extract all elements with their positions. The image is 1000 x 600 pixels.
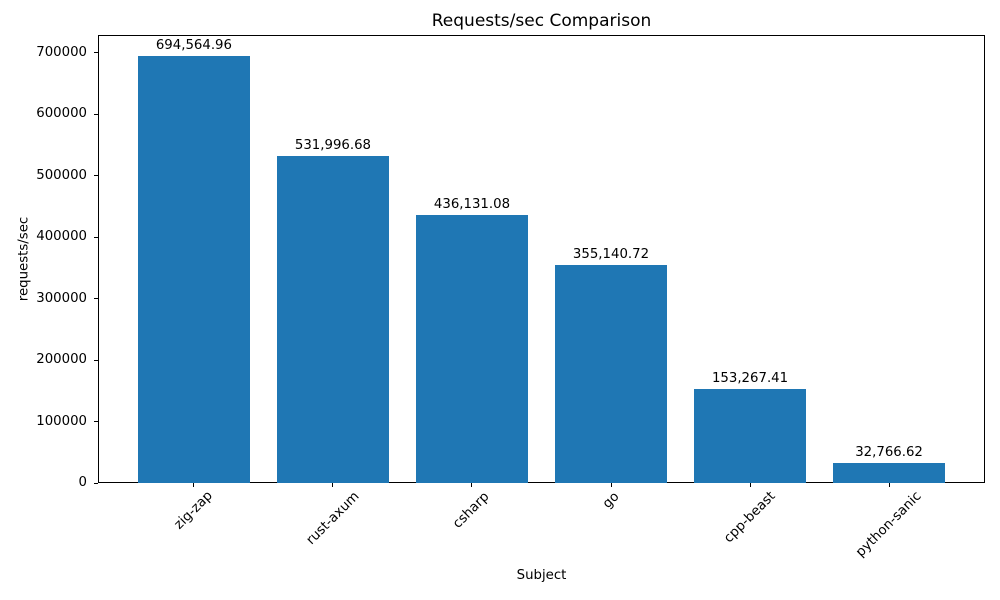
x-tick-label-csharp: csharp	[450, 489, 493, 532]
x-tick-label-python-sanic: python-sanic	[853, 489, 925, 561]
bar-csharp	[416, 215, 528, 483]
bar-zig-zap	[138, 56, 250, 483]
y-tick-mark	[94, 52, 98, 54]
bar-value-label: 32,766.62	[855, 444, 923, 460]
bar-python-sanic	[833, 462, 945, 483]
y-tick-mark	[94, 359, 98, 361]
y-tick-label: 600000	[36, 106, 87, 122]
bar-cpp-beast	[694, 388, 806, 483]
x-tick-mark	[610, 483, 612, 487]
bar-value-label: 531,996.68	[294, 138, 372, 154]
y-tick-label: 700000	[36, 44, 87, 60]
y-tick-mark	[94, 298, 98, 300]
y-tick-label: 200000	[36, 352, 87, 368]
x-tick-mark	[471, 483, 473, 487]
bar-value-label: 355,140.72	[572, 246, 650, 262]
x-tick-mark	[332, 483, 334, 487]
bar-value-label: 694,564.96	[155, 38, 232, 54]
y-tick-mark	[94, 113, 98, 115]
y-tick-label: 100000	[36, 413, 87, 429]
bar-rust-axum	[277, 156, 389, 483]
x-tick-label-zig-zap: zig-zap	[172, 488, 217, 533]
chart-title: Requests/sec Comparison	[431, 11, 652, 31]
y-tick-mark	[94, 482, 98, 484]
y-tick-mark	[94, 236, 98, 238]
x-tick-label-go: go	[599, 489, 622, 512]
bar-value-label: 436,131.08	[433, 197, 511, 213]
x-tick-mark	[193, 483, 195, 487]
x-tick-label-cpp-beast: cpp-beast	[721, 489, 779, 547]
y-tick-label: 500000	[36, 167, 87, 183]
y-tick-mark	[94, 421, 98, 423]
bar-go	[555, 264, 667, 483]
y-tick-mark	[94, 175, 98, 177]
bar-value-label: 153,267.41	[711, 370, 789, 386]
x-axis-label: Subject	[516, 568, 567, 583]
x-tick-label-rust-axum: rust-axum	[303, 488, 363, 548]
y-tick-label: 400000	[36, 229, 87, 245]
x-tick-mark	[749, 483, 751, 487]
y-tick-label: 300000	[36, 290, 87, 306]
y-tick-label: 0	[78, 475, 87, 490]
x-tick-mark	[888, 483, 890, 487]
